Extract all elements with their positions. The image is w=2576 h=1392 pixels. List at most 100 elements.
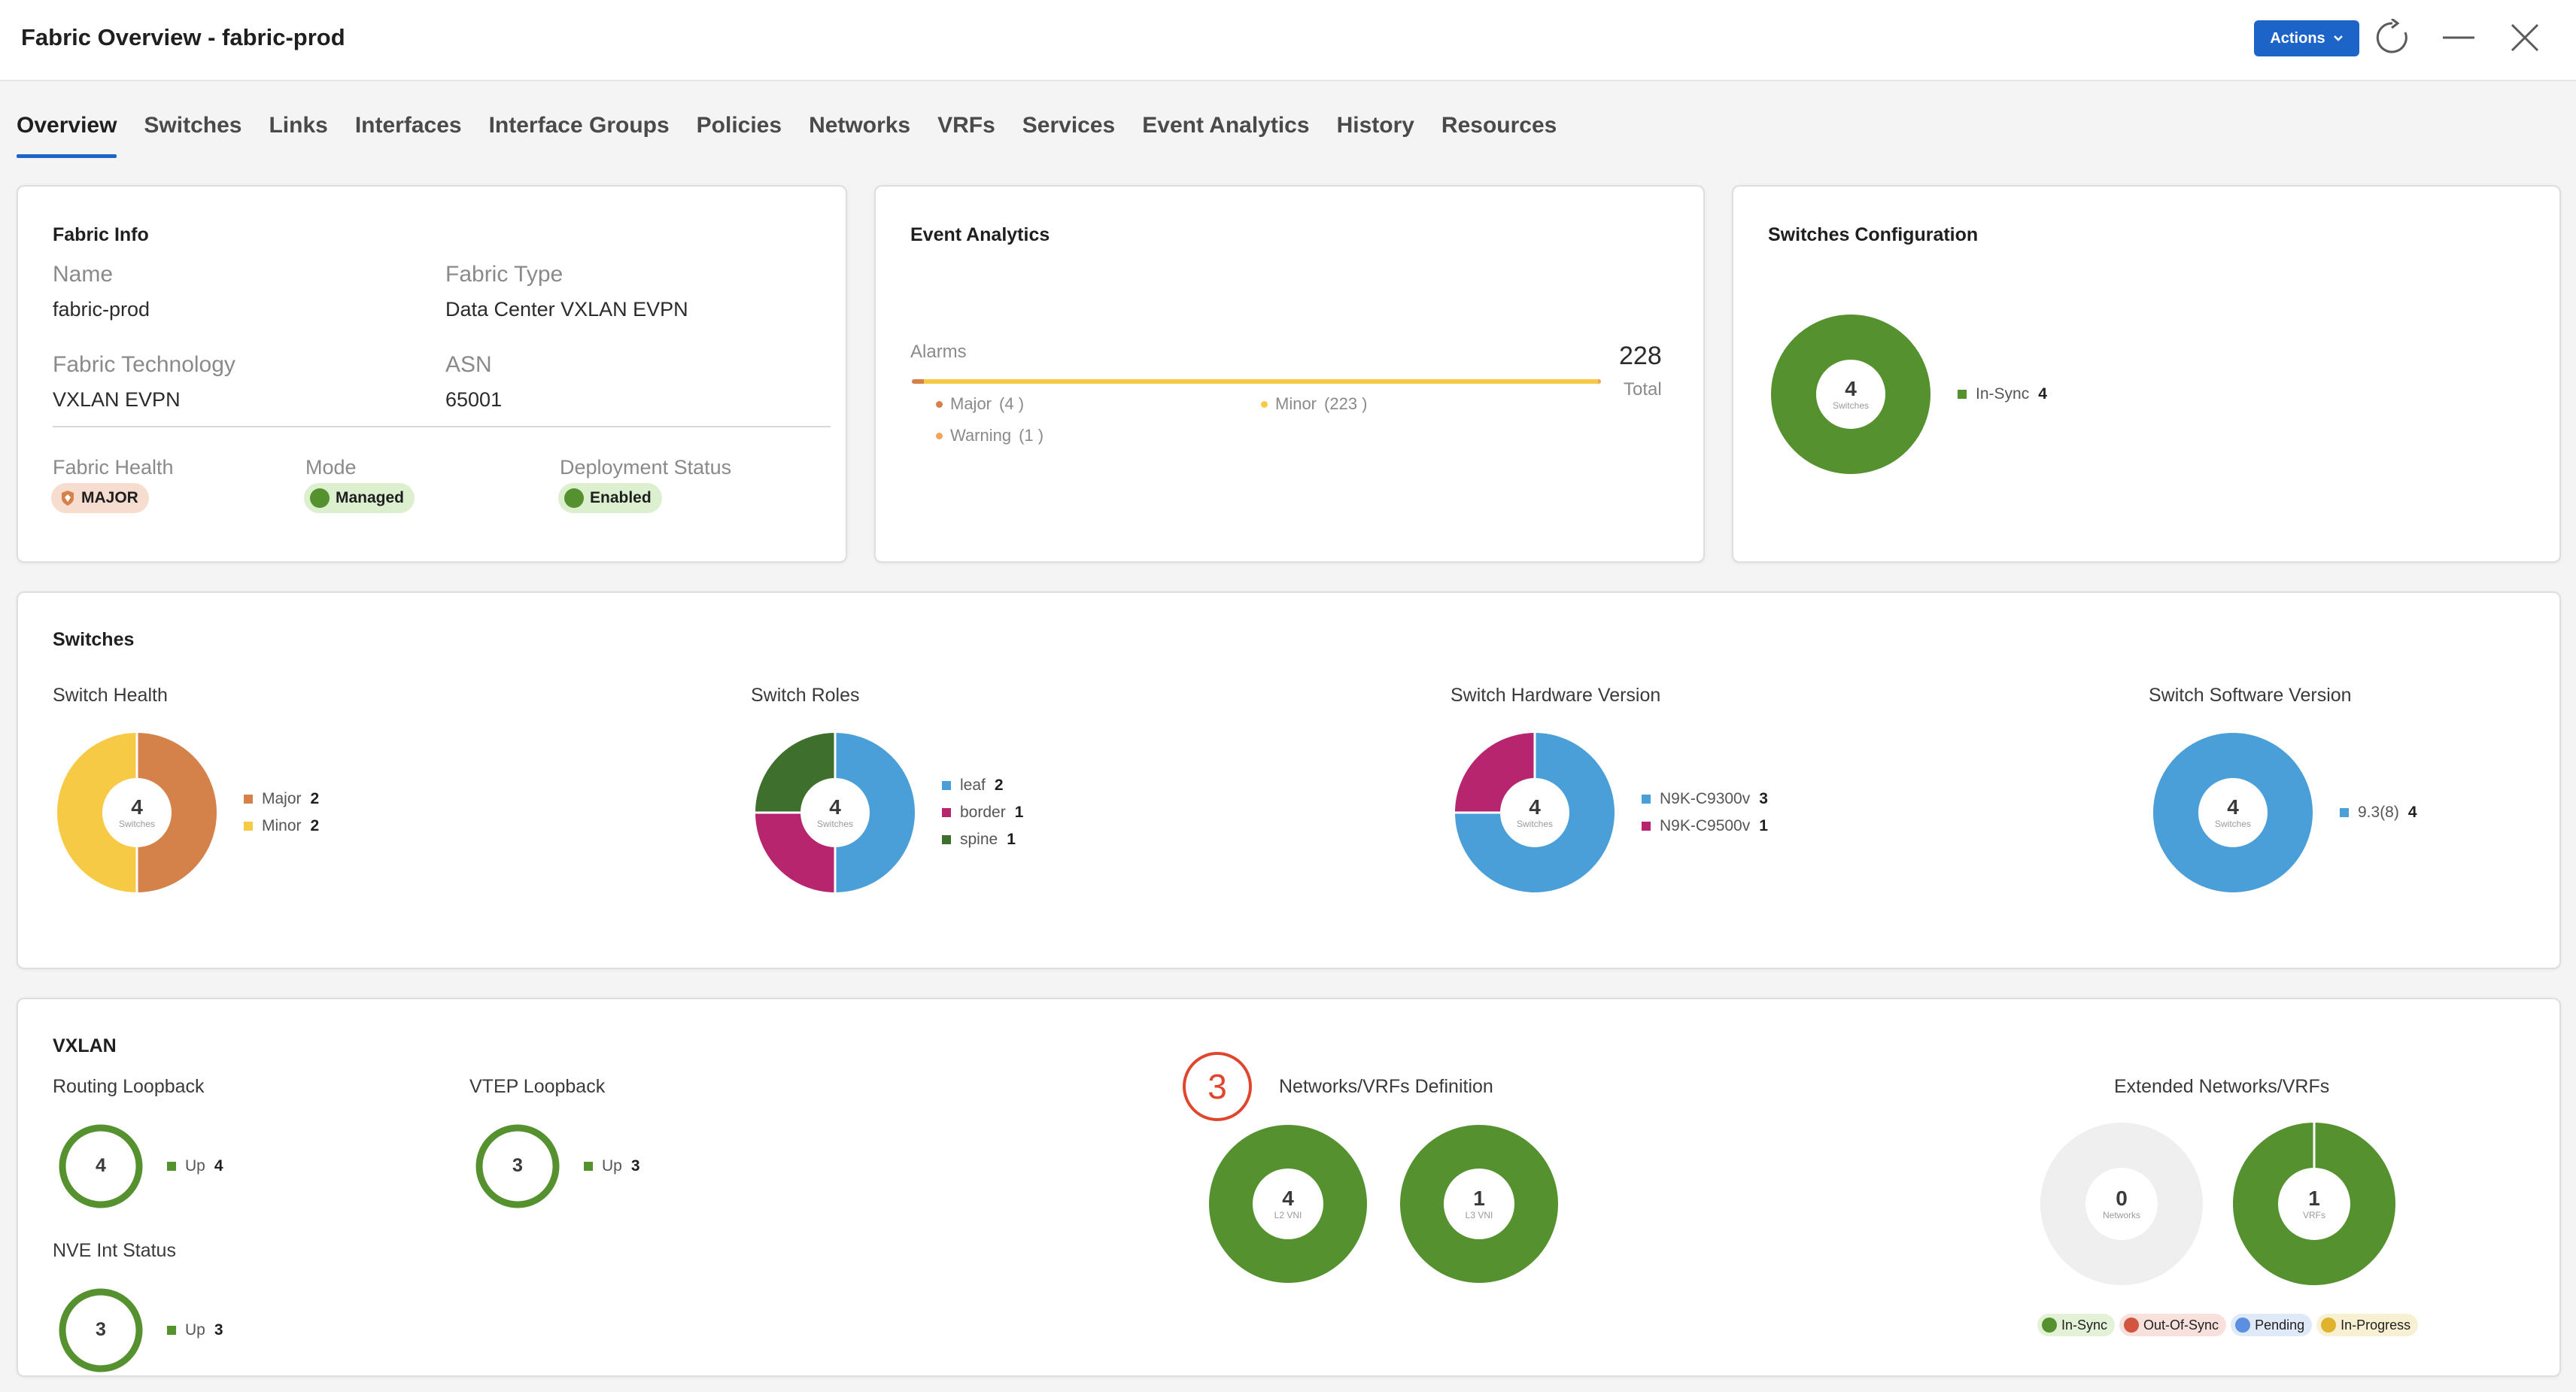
legend-value: 2 <box>994 777 1004 794</box>
minor-dot-icon <box>1261 400 1268 408</box>
fabric-health-value: MAJOR <box>81 489 138 506</box>
legend-label: Up <box>602 1157 622 1175</box>
fabric-health-badge: MAJOR <box>51 483 149 513</box>
legend-value: 1 <box>1759 817 1768 834</box>
status-dot-icon <box>564 488 584 508</box>
legend-label: Up <box>185 1321 205 1339</box>
status-label: In-Sync <box>2061 1317 2108 1333</box>
deployment-status-label: Deployment Status <box>560 456 732 479</box>
tab-interface-groups[interactable]: Interface Groups <box>488 113 670 138</box>
donut-center: 4 <box>57 1123 144 1210</box>
alarm-warning-label: Warning <box>950 426 1012 445</box>
donut-center: 4 Switches <box>1454 731 1616 894</box>
tab-interfaces[interactable]: Interfaces <box>354 113 462 138</box>
tab-resources[interactable]: Resources <box>1441 113 1557 138</box>
legend-item: Major 2 <box>244 786 319 813</box>
tab-policies[interactable]: Policies <box>696 113 782 138</box>
switches-config-legend: In-Sync 4 <box>1958 381 2047 408</box>
tab-history[interactable]: History <box>1336 113 1414 138</box>
legend-item: spine 1 <box>942 826 1023 853</box>
alarms-bar <box>912 379 1601 384</box>
fabric-info-card: Fabric Info Name fabric-prod Fabric Type… <box>17 185 847 563</box>
close-icon[interactable] <box>2504 17 2546 59</box>
legend-value: 3 <box>630 1157 640 1175</box>
alarm-major-label: Major <box>950 394 992 413</box>
tab-services[interactable]: Services <box>1022 113 1116 138</box>
tab-networks[interactable]: Networks <box>809 113 911 138</box>
legend-label: spine <box>960 831 998 848</box>
donut-center: 0 Networks <box>2040 1123 2203 1285</box>
donut-slice[interactable] <box>1771 315 1930 474</box>
switches-card: Switches Switch Health 4 Switches Major 2… <box>17 591 2561 969</box>
tab-links[interactable]: Links <box>269 113 328 138</box>
legend-value: 3 <box>1759 790 1768 807</box>
legend-swatch-icon <box>942 808 951 817</box>
legend-value: 4 <box>2038 385 2047 403</box>
status-label: In-Progress <box>2341 1317 2411 1333</box>
l3-vni-donut <box>1400 1125 1558 1283</box>
legend-value: 1 <box>1007 831 1016 848</box>
pending-dot-icon <box>2235 1318 2251 1333</box>
legend-swatch-icon <box>942 835 951 844</box>
legend-item: N9K-C9300v 3 <box>1642 786 1768 813</box>
mode-badge: Managed <box>304 483 415 513</box>
alarm-minor-label: Minor <box>1275 394 1317 413</box>
vtep-loopback-label: VTEP Loopback <box>469 1076 606 1097</box>
legend-swatch-icon <box>942 781 951 790</box>
legend-label: Up <box>185 1157 205 1175</box>
actions-button[interactable]: Actions <box>2254 20 2359 56</box>
donut-center: 4 Switches <box>2152 731 2314 894</box>
legend-item: Minor 2 <box>244 813 319 840</box>
donut-center: 1 L3 VNI <box>1399 1124 1559 1284</box>
switch-hardware-donut <box>1455 733 1615 892</box>
nve-int-status-ring <box>59 1288 143 1372</box>
actions-label: Actions <box>2270 29 2325 47</box>
sync-status-legend: In-Sync Out-Of-Sync Pending In-Progress <box>2037 1314 2419 1336</box>
donut-center: 3 <box>474 1123 561 1210</box>
title-bar: Fabric Overview - fabric-prod Actions <box>0 0 2576 81</box>
alarms-label: Alarms <box>910 342 967 362</box>
legend-value: 2 <box>310 790 320 807</box>
alarm-warning-count: (1 ) <box>1019 426 1044 445</box>
tab-overview[interactable]: Overview <box>17 113 117 158</box>
legend-label: border <box>960 804 1006 821</box>
alarm-minor: Minor (223 ) <box>1261 394 1368 414</box>
fabric-health-label: Fabric Health <box>53 456 174 479</box>
legend-swatch-icon <box>584 1162 593 1171</box>
legend-item: In-Sync 4 <box>1958 381 2047 408</box>
donut-center-number: 4 <box>96 1155 106 1177</box>
donut-center-number: 1 <box>1473 1186 1485 1210</box>
deployment-status-value: Enabled <box>590 489 652 506</box>
nve-int-status-label: NVE Int Status <box>53 1240 176 1261</box>
switches-configuration-card: Switches Configuration 4 Switches In-Syn… <box>1732 185 2561 563</box>
minimize-icon[interactable] <box>2438 17 2480 59</box>
alarm-major: Major (4 ) <box>936 394 1024 414</box>
fabric-info-title: Fabric Info <box>53 224 149 245</box>
switch-hardware-label: Switch Hardware Version <box>1451 685 1661 706</box>
vtep-loopback-ring <box>475 1124 560 1208</box>
refresh-icon[interactable] <box>2371 17 2413 59</box>
tab-bar: Overview Switches Links Interfaces Inter… <box>17 113 1557 158</box>
in-sync-dot-icon <box>2042 1318 2057 1333</box>
status-pill-out-of-sync: Out-Of-Sync <box>2119 1314 2227 1336</box>
chevron-down-icon <box>2333 35 2343 41</box>
donut-center-sublabel: L3 VNI <box>1465 1210 1493 1221</box>
alarms-total-label: Total <box>1624 379 1662 400</box>
switch-roles-legend: leaf 2 border 1 spine 1 <box>942 772 1023 853</box>
donut-slice[interactable] <box>2153 733 2313 892</box>
deployment-status-badge: Enabled <box>558 483 662 513</box>
legend-value: 2 <box>310 817 320 834</box>
tab-vrfs[interactable]: VRFs <box>937 113 995 138</box>
asn-label: ASN <box>445 352 492 377</box>
donut-center-number: 4 <box>1529 795 1541 819</box>
alarm-minor-count: (223 ) <box>1324 394 1368 413</box>
tab-event-analytics[interactable]: Event Analytics <box>1142 113 1310 138</box>
legend-swatch-icon <box>1958 390 1967 399</box>
switch-roles-label: Switch Roles <box>751 685 860 706</box>
tab-switches[interactable]: Switches <box>144 113 242 138</box>
donut-center-sublabel: Switches <box>1516 819 1554 830</box>
donut-center-number: 4 <box>829 795 841 819</box>
donut-center: 4 L2 VNI <box>1208 1124 1368 1284</box>
asn-value: 65001 <box>445 388 503 411</box>
status-pill-pending: Pending <box>2231 1314 2313 1336</box>
